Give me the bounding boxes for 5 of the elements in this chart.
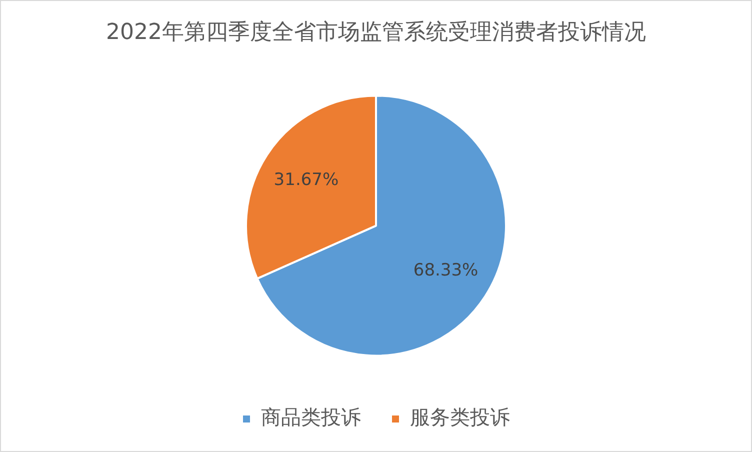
data-label: 31.67% (274, 170, 339, 190)
legend-label: 商品类投诉 (261, 405, 361, 430)
legend-label: 服务类投诉 (410, 405, 510, 430)
data-label: 68.33% (413, 260, 478, 280)
chart-title: 2022年第四季度全省市场监管系统受理消费者投诉情况 (106, 20, 646, 45)
